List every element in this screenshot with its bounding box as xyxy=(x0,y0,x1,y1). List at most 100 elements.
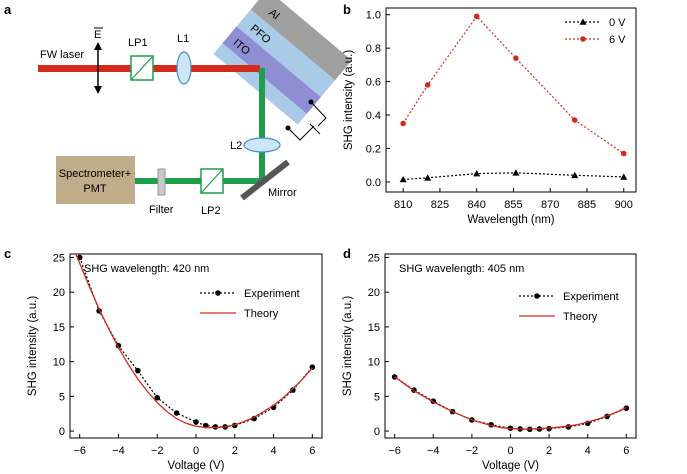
y-axis-label: SHG intensity (a.u.) xyxy=(27,296,39,397)
data-point xyxy=(473,170,481,177)
y-tick-label: 0.2 xyxy=(366,144,381,156)
spectrometer-box xyxy=(56,156,135,204)
x-tick-label: 6 xyxy=(623,445,629,457)
shg-beam-vertical-2 xyxy=(259,138,265,183)
legend-label: Theory xyxy=(563,311,598,323)
data-point xyxy=(212,424,219,430)
data-point xyxy=(512,169,520,176)
mirror-label: Mirror xyxy=(268,187,297,199)
y-tick-label: 15 xyxy=(368,322,380,334)
data-point xyxy=(424,82,431,88)
data-point xyxy=(571,117,578,123)
setup-diagram: Al PFO ITO E LP1 L1 L2 Mirror xyxy=(38,0,352,217)
legend-label: Experiment xyxy=(244,288,300,300)
data-point xyxy=(173,410,180,416)
lp1-diagonal xyxy=(130,55,154,81)
y-tick-label: 0 xyxy=(59,426,65,438)
data-point xyxy=(620,173,628,180)
x-tick-label: 2 xyxy=(232,445,238,457)
x-tick-label: 4 xyxy=(585,445,591,457)
x-tick-label: 885 xyxy=(578,199,596,211)
panel-label-d: d xyxy=(343,246,351,261)
l1-label: L1 xyxy=(177,33,189,45)
data-point xyxy=(620,150,627,157)
panel-label-b: b xyxy=(343,2,351,17)
field-label: E xyxy=(94,29,101,41)
x-tick-label: 810 xyxy=(394,199,412,211)
y-tick-label: 20 xyxy=(368,287,380,299)
y-tick-label: 0.0 xyxy=(366,177,381,189)
spectrometer-label-1: Spectrometer+ xyxy=(59,168,131,180)
y-tick-label: 25 xyxy=(368,252,380,264)
x-axis-label: Voltage (V) xyxy=(482,460,539,472)
plot-frame xyxy=(385,7,637,193)
y-tick-label: 15 xyxy=(53,322,65,334)
series-line-6-v xyxy=(402,15,625,154)
plot-frame xyxy=(69,253,323,439)
chart-b: 810 825 840 855 870 885 900 0.0 0.2 0.4 0.6 0.8 1.0 W… xyxy=(343,7,637,226)
y-tick-label: 20 xyxy=(53,287,65,299)
series-line-theory xyxy=(75,253,313,429)
x-tick-label: 825 xyxy=(431,199,449,211)
filter-label: Filter xyxy=(149,204,174,216)
x-tick-label: −6 xyxy=(73,445,86,457)
y-tick-label: 1.0 xyxy=(366,10,381,22)
y-axis-label: SHG intensity (a.u.) xyxy=(343,50,355,151)
panel-label-a: a xyxy=(4,2,12,17)
x-tick-label: 2 xyxy=(546,445,552,457)
spectrometer-label-2: PMT xyxy=(83,183,107,195)
legend-marker xyxy=(215,290,221,296)
shg-beam-horizontal xyxy=(135,178,265,184)
x-tick-label: 900 xyxy=(615,199,633,211)
data-point xyxy=(571,171,579,179)
shg-beam-vertical xyxy=(259,68,265,143)
x-tick-label: 840 xyxy=(468,199,486,211)
data-point xyxy=(193,419,199,425)
x-tick-label: −6 xyxy=(388,445,401,457)
y-tick-label: 5 xyxy=(59,391,65,403)
layer-al xyxy=(250,0,352,81)
layer-ito xyxy=(222,26,321,114)
chart-annotation: SHG wavelength: 420 nm xyxy=(84,263,209,275)
x-tick-label: −4 xyxy=(427,445,440,457)
legend-label: 0 V xyxy=(609,17,626,29)
data-point xyxy=(424,174,432,181)
y-tick-label: 0.8 xyxy=(366,43,381,55)
legend-label: Theory xyxy=(244,308,279,320)
panel-label-c: c xyxy=(4,246,11,261)
series-line-0-v xyxy=(403,172,624,181)
lp2-label: LP2 xyxy=(201,205,221,217)
series-line-theory xyxy=(394,376,627,430)
filter xyxy=(157,168,166,196)
legend-marker xyxy=(580,36,586,42)
data-point xyxy=(290,387,296,393)
data-point xyxy=(623,405,630,411)
laser-label: FW laser xyxy=(40,49,84,61)
x-tick-label: 855 xyxy=(504,199,522,211)
x-tick-label: −2 xyxy=(466,445,479,457)
x-tick-label: 6 xyxy=(309,445,315,457)
data-point xyxy=(135,367,141,374)
device-stack: Al PFO ITO xyxy=(213,0,352,125)
plot-frame xyxy=(384,253,637,439)
x-axis-label: Voltage (V) xyxy=(168,460,225,472)
x-tick-label: 0 xyxy=(193,445,199,457)
chart-annotation: SHG wavelength: 405 nm xyxy=(399,263,524,275)
x-tick-label: 870 xyxy=(541,199,559,211)
y-tick-label: 5 xyxy=(374,391,380,403)
data-point xyxy=(399,175,407,183)
data-point xyxy=(513,55,519,61)
lp2-diagonal xyxy=(200,168,224,194)
legend-label: Experiment xyxy=(563,291,619,303)
y-axis-label: SHG intensity (a.u.) xyxy=(342,296,354,397)
data-point xyxy=(309,364,316,370)
x-axis-label: Wavelength (nm) xyxy=(467,214,554,226)
x-tick-label: −2 xyxy=(151,445,164,457)
mirror xyxy=(240,159,290,201)
data-point xyxy=(154,394,161,401)
y-tick-label: 10 xyxy=(53,357,65,369)
x-tick-label: −4 xyxy=(112,445,125,457)
data-point xyxy=(400,120,406,127)
y-tick-label: 0.4 xyxy=(366,110,381,122)
